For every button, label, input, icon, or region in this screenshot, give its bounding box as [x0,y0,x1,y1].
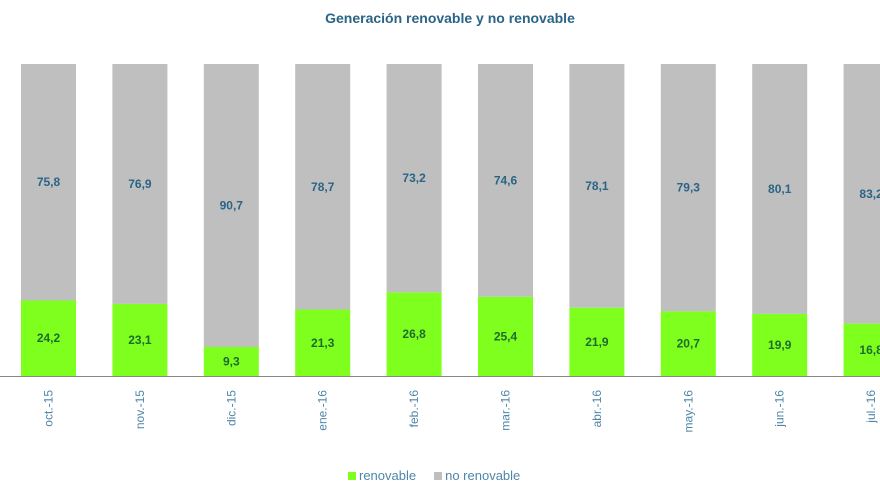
x-tick-label-5: mar.-16 [499,390,513,431]
data-label-no-renovable-1: 76,9 [128,177,152,191]
bar-no-renovable-5 [478,64,533,297]
x-tick-label-3: ene.-16 [316,390,330,431]
data-label-no-renovable-3: 78,7 [311,180,335,194]
legend-item-no-renovable: no renovable [434,468,520,483]
x-tick-label-9: jul.-16 [864,390,878,424]
bar-no-renovable-8 [752,64,808,314]
bar-renovable-3 [295,309,351,376]
data-label-renovable-9: 16,8 [859,343,880,357]
data-label-renovable-3: 21,3 [311,336,335,350]
data-label-renovable-7: 20,7 [677,337,701,351]
data-label-no-renovable-4: 73,2 [402,171,426,185]
data-label-no-renovable-6: 78,1 [585,179,609,193]
bar-no-renovable-9 [843,64,880,324]
bar-renovable-9 [843,323,880,376]
data-label-renovable-1: 23,1 [128,333,152,347]
x-tick-label-8: jun.-16 [773,390,787,428]
legend-swatch-no-renovable [434,471,443,480]
bar-no-renovable-6 [569,64,625,308]
x-tick-label-2: dic.-15 [224,390,238,426]
x-tick-label-7: may.-16 [681,390,695,433]
bar-renovable-8 [752,313,808,376]
data-label-renovable-6: 21,9 [585,335,609,349]
bar-renovable-0 [21,300,76,376]
data-label-no-renovable-5: 74,6 [494,173,518,187]
bar-renovable-5 [478,296,533,376]
legend-item-renovable: renovable [348,468,416,483]
data-label-renovable-5: 25,4 [494,329,518,343]
bar-renovable-7 [660,311,716,376]
data-label-no-renovable-8: 80,1 [768,182,792,196]
bar-renovable-2 [203,346,259,376]
bar-no-renovable-4 [386,64,442,293]
legend-label-no-renovable: no renovable [445,468,521,483]
bar-renovable-1 [112,303,168,376]
bar-renovable-6 [569,307,625,376]
bar-no-renovable-2 [203,64,259,347]
data-label-renovable-0: 24,2 [37,331,61,345]
chart-title: Generación renovable y no renovable [325,10,575,26]
data-label-renovable-4: 26,8 [402,327,426,341]
data-label-no-renovable-2: 90,7 [220,198,244,212]
legend: renovable no renovable [348,468,520,483]
data-label-no-renovable-0: 75,8 [37,175,61,189]
bar-no-renovable-0 [21,64,76,301]
bar-no-renovable-3 [295,64,351,310]
data-label-no-renovable-7: 79,3 [677,181,701,195]
data-label-renovable-8: 19,9 [768,338,792,352]
x-tick-label-4: feb.-16 [407,390,421,428]
data-label-renovable-2: 9,3 [223,354,240,368]
bar-renovable-4 [386,292,442,376]
legend-swatch-renovable [348,471,356,480]
bar-no-renovable-7 [660,64,716,312]
x-tick-label-6: abr.-16 [590,390,604,428]
x-tick-label-0: oct.-15 [42,390,56,427]
bar-no-renovable-1 [112,64,168,304]
legend-label-renovable: renovable [359,468,417,483]
data-label-no-renovable-9: 83,2 [859,187,880,201]
x-tick-label-1: nov.-15 [133,390,147,429]
